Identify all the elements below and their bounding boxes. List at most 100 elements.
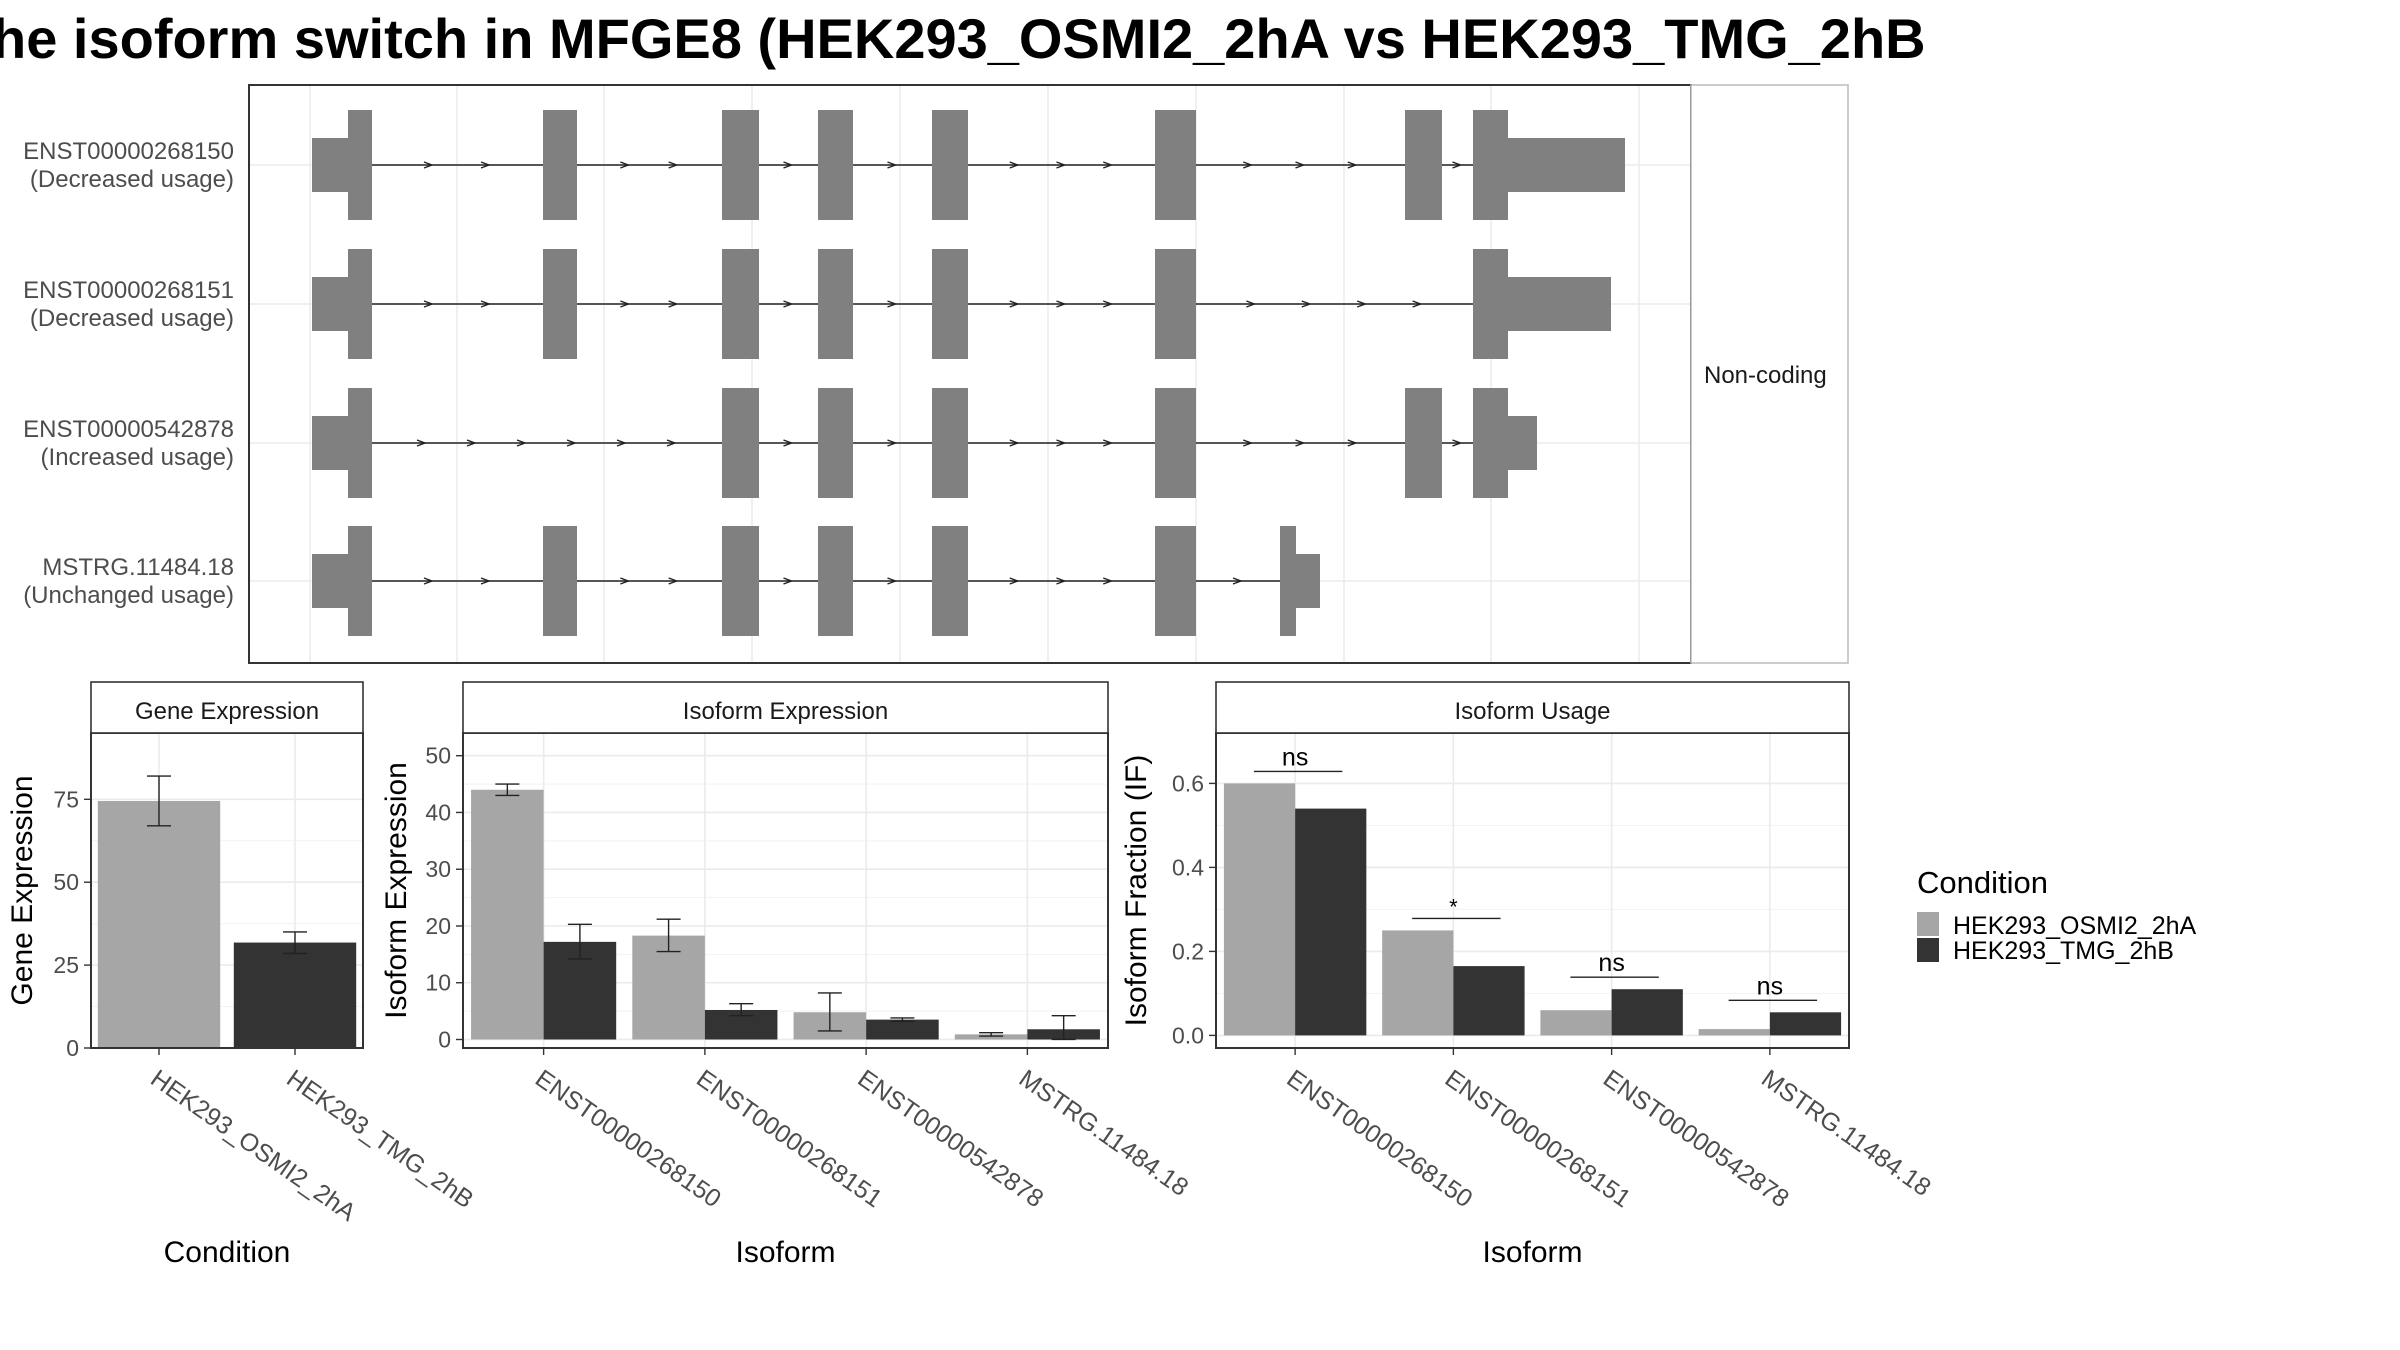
exon-block	[818, 249, 853, 359]
transcript-usage-label: (Decreased usage)	[30, 305, 234, 332]
transcript-usage-label: (Decreased usage)	[30, 166, 234, 193]
y-tick-label: 40	[425, 799, 451, 825]
bar	[954, 1034, 1028, 1040]
significance-label: ns	[1598, 949, 1624, 977]
exon-block	[348, 249, 372, 359]
x-tick-label: MSTRG.11484.18	[1014, 1064, 1194, 1201]
intron-arrow	[1412, 300, 1423, 308]
x-axis-label: Isoform	[1482, 1236, 1582, 1269]
exon-block	[932, 388, 968, 498]
intron-arrow	[1009, 577, 1020, 585]
intron-arrow	[1056, 161, 1067, 169]
panel-strip	[462, 681, 1109, 734]
transcript-structure-panel: ENST00000268150(Decreased usage)ENST0000…	[23, 84, 1849, 664]
y-axis-label: Gene Expression	[6, 775, 39, 1005]
error-bar	[567, 923, 592, 960]
error-bar	[1051, 1014, 1076, 1041]
intron-arrow	[887, 577, 898, 585]
error-bar	[656, 918, 681, 953]
intron-arrow	[783, 161, 794, 169]
intron-arrow	[480, 300, 491, 308]
intron-arrow	[1347, 161, 1358, 169]
panel-strip	[1215, 681, 1850, 734]
exon-block	[543, 249, 577, 359]
transcript-row	[312, 388, 1537, 498]
intron-arrow	[423, 300, 434, 308]
exon-block	[722, 249, 759, 359]
exon-block	[932, 526, 968, 636]
exon-block	[348, 388, 372, 498]
utr-block	[1508, 416, 1537, 470]
legend-label-b: HEK293_TMG_2hB	[1953, 937, 2174, 965]
y-tick-label: 50	[425, 743, 451, 769]
intron-arrow	[620, 161, 631, 169]
legend-label-a: HEK293_OSMI2_2hA	[1953, 912, 2197, 940]
exon-block	[932, 249, 968, 359]
intron-arrow	[620, 300, 631, 308]
intron-arrow	[1009, 300, 1020, 308]
y-tick-label: 30	[425, 856, 451, 882]
intron-arrow	[1009, 161, 1020, 169]
bar	[1295, 808, 1367, 1036]
intron-arrow	[887, 161, 898, 169]
intron-arrow	[1103, 439, 1114, 447]
panel-title: Gene Expression	[135, 698, 319, 725]
intron-arrow	[783, 300, 794, 308]
transcript-row	[312, 110, 1625, 220]
exon-block	[1405, 388, 1442, 498]
intron-arrow	[887, 439, 898, 447]
exon-block	[1473, 249, 1508, 359]
intron-arrow	[1103, 161, 1114, 169]
intron-arrow	[887, 300, 898, 308]
intron-arrow	[620, 577, 631, 585]
intron-arrow	[423, 161, 434, 169]
error-bar	[890, 1017, 915, 1023]
intron-arrow	[1056, 577, 1067, 585]
y-tick-label: 75	[53, 786, 79, 812]
intron-arrow	[423, 577, 434, 585]
intron-arrow	[1056, 439, 1067, 447]
exon-block	[1155, 388, 1196, 498]
y-tick-label: 20	[425, 913, 451, 939]
intron-arrow	[516, 439, 527, 447]
intron-arrow	[1232, 577, 1243, 585]
intron-arrow	[668, 577, 679, 585]
exon-block	[722, 388, 759, 498]
exon-block	[543, 526, 577, 636]
y-tick-label: 0.6	[1172, 770, 1204, 796]
bar	[866, 1019, 939, 1040]
intron-arrow	[1246, 300, 1257, 308]
intron-arrow	[416, 439, 427, 447]
bar	[233, 942, 357, 1048]
y-axis-label: Isoform Expression	[380, 762, 413, 1019]
utr-block	[312, 416, 348, 470]
intron-arrow	[1295, 161, 1306, 169]
transcript-labels: ENST00000268150(Decreased usage)ENST0000…	[23, 138, 234, 609]
utr-block	[312, 138, 348, 192]
panel-title: Isoform Usage	[1454, 698, 1610, 725]
y-tick-label: 0.4	[1172, 854, 1204, 880]
intron-arrow	[1243, 439, 1254, 447]
x-tick-label: MSTRG.11484.18	[1756, 1064, 1936, 1201]
intron-arrow	[480, 577, 491, 585]
intron-arrow	[480, 161, 491, 169]
bar	[97, 800, 221, 1048]
utr-block	[1508, 138, 1625, 192]
exon-block	[818, 526, 853, 636]
strip-background	[1690, 84, 1849, 664]
y-tick-label: 10	[425, 970, 451, 996]
intron-arrow	[1356, 300, 1368, 308]
error-bar	[495, 783, 520, 797]
intron-arrow	[666, 439, 677, 447]
intron-arrow	[668, 161, 679, 169]
significance-label: ns	[1282, 743, 1308, 771]
utr-block	[1296, 554, 1320, 608]
intron-arrow	[1347, 439, 1358, 447]
exon-block	[348, 526, 372, 636]
error-bar	[283, 931, 307, 955]
figure-title: he isoform switch in MFGE8 (HEK293_OSMI2…	[0, 7, 1926, 70]
exon-block	[543, 110, 577, 220]
bar	[471, 789, 544, 1040]
